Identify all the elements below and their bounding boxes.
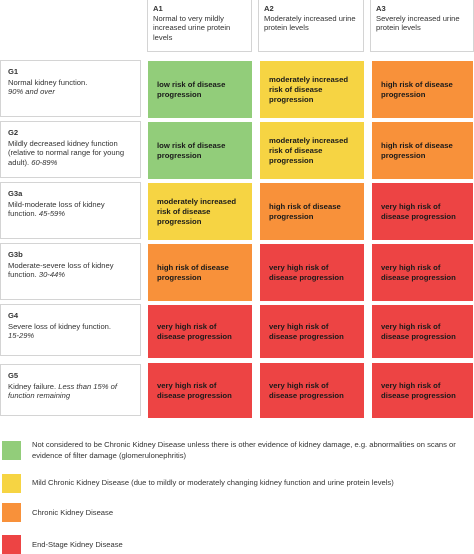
risk-cell: very high risk of disease progression — [147, 304, 253, 359]
row-description: Normal kidney function. — [8, 77, 88, 87]
risk-cell: very high risk of disease progression — [259, 243, 365, 302]
row-code: G4 — [8, 311, 19, 320]
risk-label: very high risk of disease progression — [381, 380, 456, 400]
risk-label: very high risk of disease progression — [381, 262, 456, 282]
row-code: G1 — [8, 67, 19, 76]
risk-cell: high risk of disease progression — [147, 243, 253, 302]
column-header-a1: A1 Normal to very mildly increased urine… — [147, 0, 252, 52]
risk-cell: moderately increased risk of disease pro… — [259, 60, 365, 119]
row-percentage: 45-59% — [38, 209, 66, 218]
row-code: G3b — [8, 250, 23, 259]
row-percentage: Less than 15% of function remaining — [8, 381, 117, 401]
row-header-g3a: G3a Mild-moderate loss of kidney functio… — [0, 182, 141, 239]
column-description: Severely increased urine protein levels — [376, 13, 460, 33]
risk-label: high risk of disease progression — [381, 79, 453, 99]
risk-label: moderately increased risk of disease pro… — [157, 196, 237, 226]
row-percentage: 30-44% — [38, 270, 66, 279]
row-code: G5 — [8, 371, 19, 380]
row-header-g4: G4 Severe loss of kidney function. 15-29… — [0, 304, 141, 356]
column-header-a2: A2 Moderately increased urine protein le… — [258, 0, 364, 52]
risk-cell: low risk of disease progression — [147, 60, 253, 119]
risk-label: very high risk of disease progression — [269, 380, 344, 400]
legend-text: Chronic Kidney Disease — [32, 508, 114, 517]
legend-text: End-Stage Kidney Disease — [32, 540, 123, 549]
legend-swatch — [2, 503, 21, 522]
risk-cell: very high risk of disease progression — [371, 304, 474, 359]
risk-label: moderately increased risk of disease pro… — [269, 74, 349, 104]
row-percentage: 15-29% — [8, 331, 35, 340]
risk-label: low risk of disease progression — [157, 140, 226, 160]
legend-swatch — [2, 535, 21, 554]
risk-label: very high risk of disease progression — [381, 201, 456, 221]
row-percentage: 60-89% — [31, 157, 58, 167]
column-code: A2 — [264, 4, 274, 13]
risk-cell: high risk of disease progression — [259, 182, 365, 241]
row-description: Kidney failure. — [8, 381, 57, 391]
row-code: G2 — [8, 128, 19, 137]
risk-cell: moderately increased risk of disease pro… — [147, 182, 253, 241]
risk-label: high risk of disease progression — [157, 262, 229, 282]
risk-cell: very high risk of disease progression — [371, 362, 474, 419]
row-code: G3a — [8, 189, 23, 198]
risk-cell: low risk of disease progression — [147, 121, 253, 180]
risk-label: very high risk of disease progression — [157, 380, 232, 400]
risk-cell: very high risk of disease progression — [259, 362, 365, 419]
risk-cell: very high risk of disease progression — [147, 362, 253, 419]
risk-label: very high risk of disease progression — [157, 321, 232, 341]
risk-label: very high risk of disease progression — [269, 321, 344, 341]
row-percentage: 90% and over — [8, 87, 55, 96]
risk-cell: high risk of disease progression — [371, 60, 474, 119]
risk-label: high risk of disease progression — [381, 140, 453, 160]
row-description: Severe loss of kidney function. — [8, 321, 111, 331]
risk-cell: very high risk of disease progression — [371, 243, 474, 302]
row-description: Moderate-severe loss of kidney function. — [8, 260, 114, 280]
row-header-g2: G2 Mildly decreased kidney function (rel… — [0, 121, 141, 178]
legend-text: Not considered to be Chronic Kidney Dise… — [32, 440, 456, 460]
legend-swatch — [2, 441, 21, 460]
row-header-g1: G1 Normal kidney function. 90% and over — [0, 60, 141, 117]
risk-cell: moderately increased risk of disease pro… — [259, 121, 365, 180]
row-description: Mildly decreased kidney function (relati… — [8, 138, 125, 167]
risk-cell: high risk of disease progression — [371, 121, 474, 180]
column-code: A1 — [153, 4, 163, 13]
risk-label: moderately increased risk of disease pro… — [269, 135, 349, 165]
row-header-g3b: G3b Moderate-severe loss of kidney funct… — [0, 243, 141, 300]
risk-label: very high risk of disease progression — [269, 262, 344, 282]
column-code: A3 — [376, 4, 386, 13]
column-description: Moderately increased urine protein level… — [264, 13, 356, 33]
risk-cell: very high risk of disease progression — [371, 182, 474, 241]
risk-cell: very high risk of disease progression — [259, 304, 365, 359]
risk-label: low risk of disease progression — [157, 79, 226, 99]
legend-swatch — [2, 474, 21, 493]
row-header-g5: G5 Kidney failure. Less than 15% of func… — [0, 364, 141, 416]
row-description: Mild-moderate loss of kidney function. — [8, 199, 105, 219]
risk-label: very high risk of disease progression — [381, 321, 456, 341]
risk-label: high risk of disease progression — [269, 201, 341, 221]
column-description: Normal to very mildly increased urine pr… — [153, 13, 231, 42]
legend-text: Mild Chronic Kidney Disease (due to mild… — [32, 478, 394, 487]
column-header-a3: A3 Severely increased urine protein leve… — [370, 0, 474, 52]
